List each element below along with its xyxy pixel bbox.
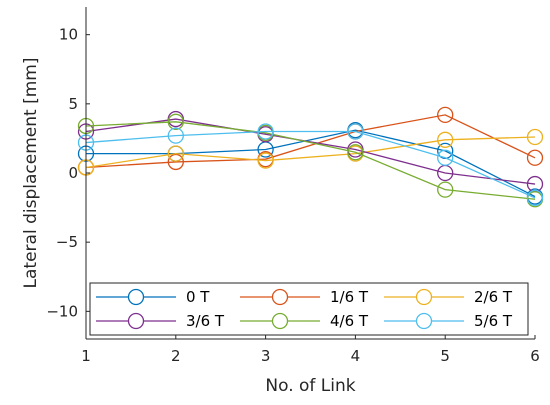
series-line-4	[85, 121, 536, 200]
data-point-5-2	[257, 123, 274, 140]
axes-layer: 1 2 3 4 5 6 −10 −5 0 5 10 No. of Link Lateral displa…	[21, 7, 540, 396]
y-tick-label-2: 0	[68, 164, 78, 182]
data-point-4-4	[437, 181, 454, 198]
x-tick-label-2: 3	[261, 347, 271, 365]
legend-item-4: 4/6 T	[240, 312, 369, 330]
legend-swatch-marker-0	[127, 288, 145, 306]
data-point-5-5	[526, 189, 544, 207]
x-tick-label-0: 1	[81, 347, 91, 365]
legend-item-1: 1/6 T	[240, 288, 369, 306]
legend-swatch-marker-4	[271, 312, 289, 330]
data-point-2-2	[257, 152, 274, 169]
legend-label-1: 1/6 T	[330, 288, 369, 306]
y-tick-label-0: −10	[46, 302, 78, 320]
data-point-2-1	[167, 145, 184, 162]
x-tick-label-5: 6	[530, 347, 540, 365]
y-tick-label-4: 10	[59, 26, 78, 44]
series-line-1	[85, 114, 536, 169]
legend-label-4: 4/6 T	[330, 312, 369, 330]
legend-swatch-marker-2	[415, 288, 433, 306]
y-axis-title: Lateral displacement [mm]	[21, 58, 41, 289]
data-point-5-4	[437, 149, 454, 166]
legend-item-3: 3/6 T	[96, 312, 225, 330]
legend-item-2: 2/6 T	[384, 288, 513, 306]
y-tick-label-3: 5	[68, 95, 78, 113]
data-point-1-1	[167, 153, 184, 171]
x-tick-label-4: 5	[440, 347, 450, 365]
series-line-5	[85, 130, 536, 199]
series-line-0	[86, 129, 536, 198]
legend-swatch-marker-3	[127, 312, 145, 330]
legend-label-5: 5/6 T	[474, 312, 513, 330]
data-point-2-5	[526, 128, 544, 146]
data-point-1-5	[526, 149, 544, 166]
series-layer	[77, 106, 544, 208]
data-point-1-4	[437, 106, 454, 124]
data-point-2-4	[437, 131, 454, 148]
legend-label-3: 3/6 T	[186, 312, 225, 330]
data-point-4-1	[167, 113, 184, 130]
x-tick-label-1: 2	[171, 347, 181, 365]
data-point-5-1	[167, 127, 184, 144]
series-2	[77, 128, 544, 176]
series-line-2	[85, 136, 536, 169]
x-axis-title: No. of Link	[265, 376, 355, 396]
y-tick-label-1: −5	[56, 233, 78, 251]
series-line-3	[85, 118, 536, 185]
legend-box	[89, 282, 529, 336]
legend-swatch-marker-5	[415, 312, 433, 330]
data-point-5-3	[347, 123, 364, 140]
legend-label-0: 0 T	[186, 288, 210, 306]
data-point-4-3	[347, 144, 364, 161]
legend-item-0: 0 T	[96, 288, 210, 306]
legend-swatch-marker-1	[271, 288, 289, 306]
legend: 0 T 1/6 T 2/6 T 3/6 T 4/6 T 5/6 T	[89, 282, 529, 336]
legend-item-5: 5/6 T	[384, 312, 513, 330]
legend-label-2: 2/6 T	[474, 288, 513, 306]
x-tick-label-3: 4	[351, 347, 361, 365]
